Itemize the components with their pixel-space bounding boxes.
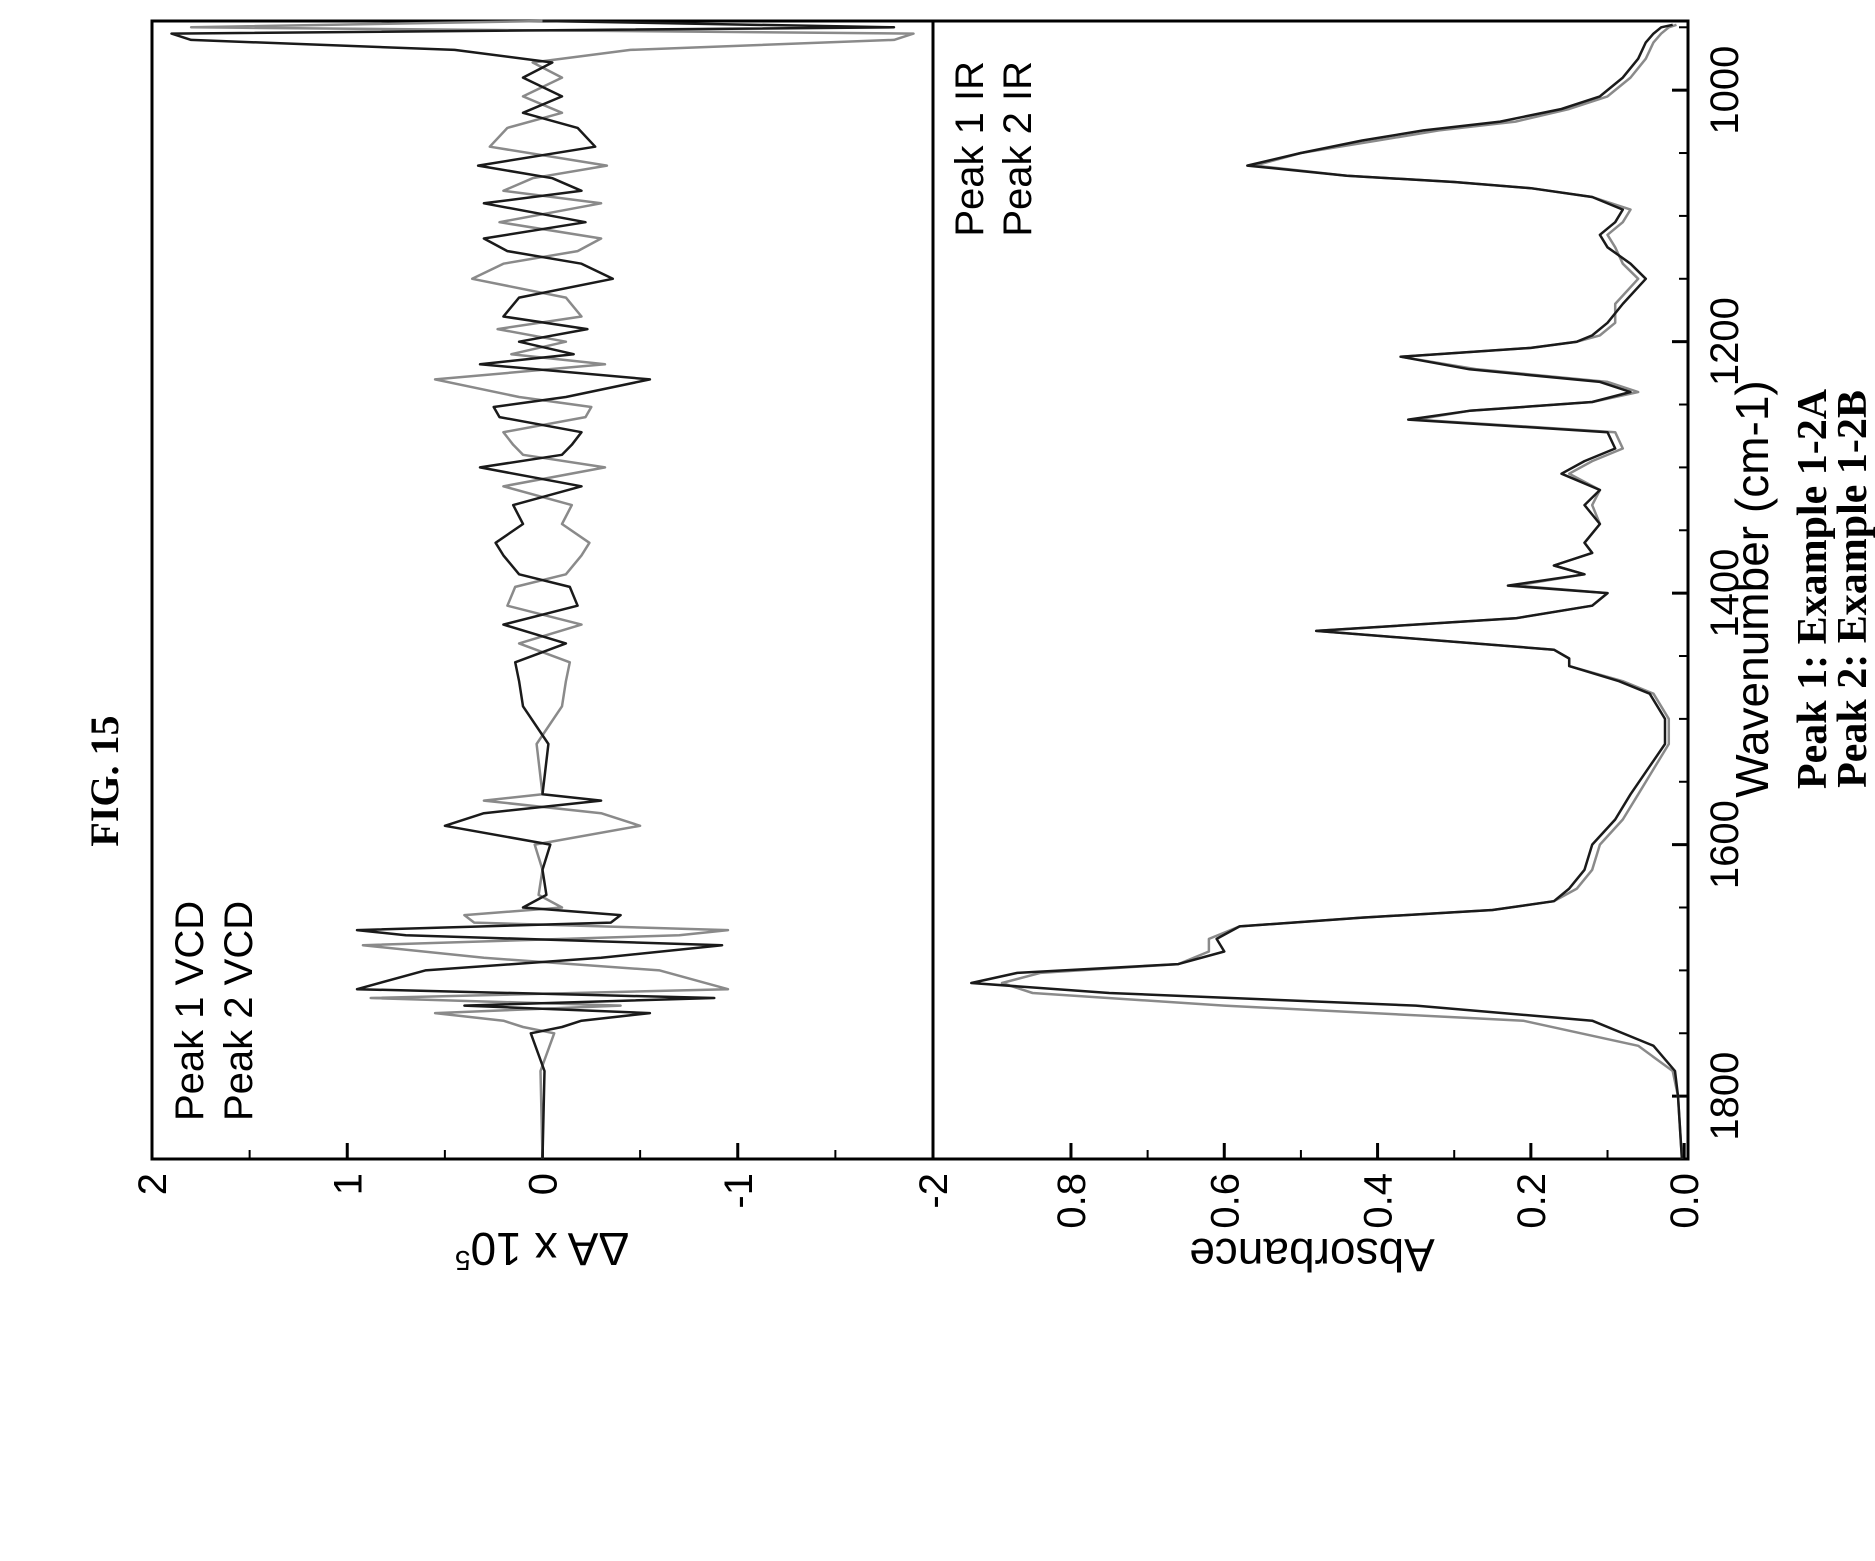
x-tick-label: 1200 [1703,297,1747,386]
ir-y-tick-label: 0.0 [1663,1173,1707,1229]
ir-y-tick-label: 0.2 [1510,1173,1554,1229]
ir-y-tick-label: 0.8 [1050,1173,1094,1229]
legend-peak1-vcd: Peak 1 VCD [168,901,212,1121]
ir-legend: Peak 1 IR Peak 2 IR [948,61,1040,237]
vcd-y-tick-label: 0 [522,1173,566,1195]
vcd-y-ticks: 2 1 0 -1 -2 [131,1143,956,1209]
x-tick-label: 1600 [1703,800,1747,889]
figure-label: FIG. 15 [82,715,127,846]
ir-axis-ticks: 0.0 0.2 0.4 0.6 0.8 1800 1600 1400 1200 1000 [1050,26,1747,1229]
legend-peak1-ir: Peak 1 IR [948,61,992,237]
vcd-legend: Peak 1 VCD Peak 2 VCD [168,901,261,1121]
legend-peak2-vcd: Peak 2 VCD [217,901,261,1121]
vcd-series-group [170,19,915,1160]
x-tick-label: 1400 [1703,549,1747,638]
vcd-y-tick-label: -2 [912,1173,956,1209]
ir-y-axis-label: Absorbance [1189,1229,1435,1281]
x-tick-label: 1800 [1703,1052,1747,1141]
vcd-y-tick-label: -1 [717,1173,761,1209]
vcd-y-axis-label-text: ΔA x 10 [470,1223,629,1275]
vcd-plot-frame [150,19,935,1161]
ir-series-peak2-line [970,23,1684,1160]
ir-series-group [970,23,1684,1160]
vcd-y-axis-label: ΔA x 105 [455,1223,629,1276]
caption-line-1: Peak 1: Example 1-2A [1790,388,1836,789]
ir-plot-frame [931,19,1690,1161]
x-tick-label: 1000 [1703,46,1747,135]
vcd-y-axis-label-superscript: 5 [455,1245,471,1276]
vcd-y-tick-label: 2 [131,1173,175,1195]
vcd-series-peak2-line [170,19,896,1160]
ir-x-axis-label: Wavenumber (cm-1) [1726,380,1778,797]
legend-peak2-ir: Peak 2 IR [996,61,1040,237]
vcd-series-peak1-line [189,19,915,1160]
ir-y-tick-label: 0.4 [1357,1173,1401,1229]
vcd-y-tick-label: 1 [326,1173,370,1195]
caption-line-2: Peak 2: Example 1-2B [1830,390,1875,788]
ir-y-tick-label: 0.6 [1203,1173,1247,1229]
